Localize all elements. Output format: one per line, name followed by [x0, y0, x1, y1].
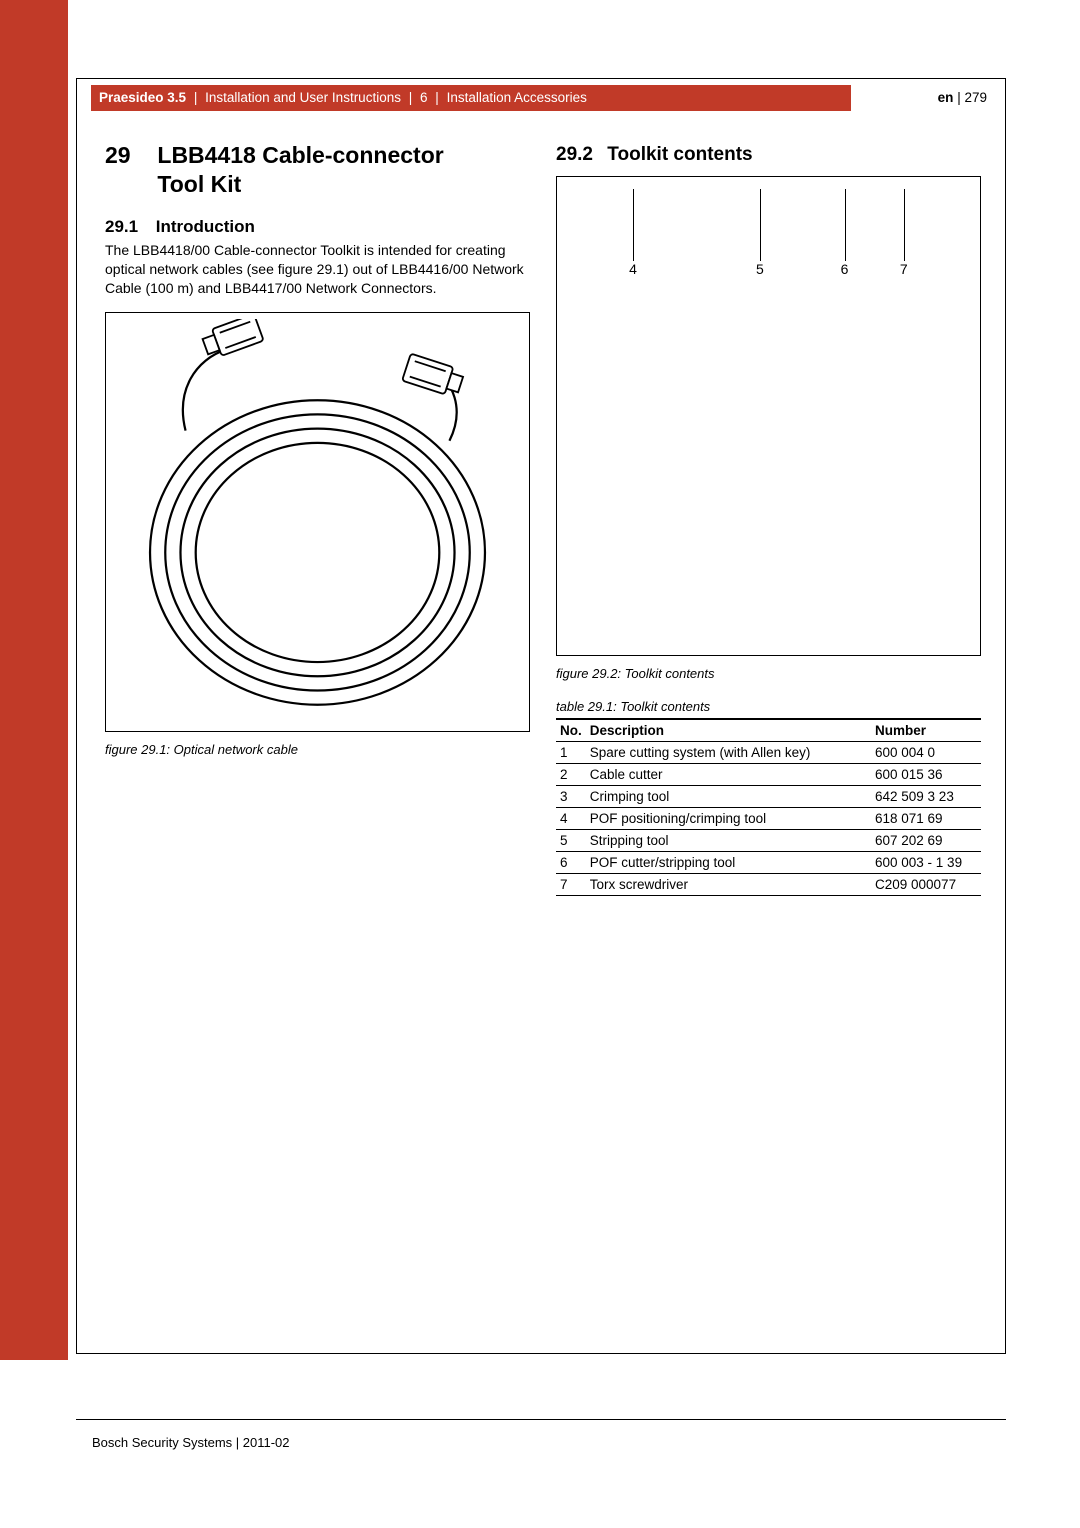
table-row: 3Crimping tool642 509 3 23: [556, 786, 981, 808]
table-cell-no: 4: [556, 808, 586, 830]
callout-label: 7: [900, 261, 908, 277]
table-cell-desc: Torx screwdriver: [586, 874, 871, 896]
table-row: 5Stripping tool607 202 69: [556, 830, 981, 852]
callout-tick: [633, 189, 634, 261]
callout-label: 4: [629, 261, 637, 277]
figure-2-callouts: 4 5 6 7: [557, 177, 980, 655]
table-cell-number: C209 000077: [871, 874, 981, 896]
table-col-desc: Description: [586, 719, 871, 742]
left-column: 29 LBB4418 Cable-connector Tool Kit 29.1…: [105, 141, 530, 896]
section-intro-title: Introduction: [156, 217, 255, 236]
section-contents-number: 29.2: [556, 144, 602, 166]
figure-1-caption: figure 29.1: Optical network cable: [105, 742, 530, 757]
table-cell-number: 642 509 3 23: [871, 786, 981, 808]
table-cell-no: 5: [556, 830, 586, 852]
table-cell-no: 1: [556, 742, 586, 764]
figure-2-caption: figure 29.2: Toolkit contents: [556, 666, 981, 681]
table-col-number: Number: [871, 719, 981, 742]
header-breadcrumb: Praesideo 3.5 | Installation and User In…: [91, 85, 851, 111]
table-cell-desc: POF cutter/stripping tool: [586, 852, 871, 874]
table-cell-number: 618 071 69: [871, 808, 981, 830]
footer-rule: [76, 1419, 1006, 1420]
table-cell-no: 3: [556, 786, 586, 808]
left-sidebar-stripe: [0, 0, 68, 1360]
chapter-title-line1: LBB4418 Cable-connector: [157, 142, 443, 168]
callout-tick: [904, 189, 905, 261]
page-content: 29 LBB4418 Cable-connector Tool Kit 29.1…: [105, 141, 981, 896]
table-cell-desc: Stripping tool: [586, 830, 871, 852]
optical-cable-illustration: [112, 319, 523, 725]
table-caption: table 29.1: Toolkit contents: [556, 699, 981, 714]
table-row: 7Torx screwdriverC209 000077: [556, 874, 981, 896]
table-row: 1Spare cutting system (with Allen key)60…: [556, 742, 981, 764]
page-frame: Praesideo 3.5 | Installation and User In…: [76, 78, 1006, 1354]
section-heading-contents: 29.2 Toolkit contents: [556, 144, 981, 166]
table-cell-desc: Crimping tool: [586, 786, 871, 808]
header-page-indicator: en | 279: [938, 85, 987, 111]
chapter-title: 29 LBB4418 Cable-connector Tool Kit: [105, 141, 530, 199]
header-doc-title: Installation and User Instructions: [205, 90, 401, 105]
toolkit-table: No. Description Number 1Spare cutting sy…: [556, 718, 981, 896]
intro-body-text: The LBB4418/00 Cable-connector Toolkit i…: [105, 241, 530, 299]
table-cell-desc: POF positioning/crimping tool: [586, 808, 871, 830]
figure-1-box: [105, 312, 530, 732]
page-header: Praesideo 3.5 | Installation and User In…: [77, 79, 1005, 111]
table-cell-no: 6: [556, 852, 586, 874]
table-row: 2Cable cutter600 015 36: [556, 764, 981, 786]
table-cell-number: 607 202 69: [871, 830, 981, 852]
table-cell-number: 600 004 0: [871, 742, 981, 764]
table-cell-no: 2: [556, 764, 586, 786]
table-col-no: No.: [556, 719, 586, 742]
callout-tick: [760, 189, 761, 261]
table-cell-number: 600 015 36: [871, 764, 981, 786]
callout-label: 6: [841, 261, 849, 277]
section-contents-title: Toolkit contents: [607, 144, 752, 165]
table-cell-desc: Cable cutter: [586, 764, 871, 786]
section-heading-intro: 29.1 Introduction: [105, 217, 530, 237]
table-header-row: No. Description Number: [556, 719, 981, 742]
section-intro-number: 29.1: [105, 217, 151, 237]
header-section-num: 6: [420, 90, 428, 105]
header-page-number: 279: [964, 90, 987, 105]
table-cell-no: 7: [556, 874, 586, 896]
callout-label: 5: [756, 261, 764, 277]
header-section-name: Installation Accessories: [447, 90, 587, 105]
figure-2-box: 4 5 6 7: [556, 176, 981, 656]
callout-tick: [845, 189, 846, 261]
header-lang: en: [938, 90, 954, 105]
table-cell-number: 600 003 - 1 39: [871, 852, 981, 874]
chapter-title-line2: Tool Kit: [157, 171, 241, 197]
header-product: Praesideo 3.5: [99, 90, 186, 105]
table-row: 4POF positioning/crimping tool618 071 69: [556, 808, 981, 830]
table-row: 6POF cutter/stripping tool600 003 - 1 39: [556, 852, 981, 874]
table-cell-desc: Spare cutting system (with Allen key): [586, 742, 871, 764]
chapter-number: 29: [105, 141, 151, 170]
right-column: 29.2 Toolkit contents 4567 figure 29.2: …: [556, 141, 981, 896]
footer-text: Bosch Security Systems | 2011-02: [92, 1435, 290, 1450]
